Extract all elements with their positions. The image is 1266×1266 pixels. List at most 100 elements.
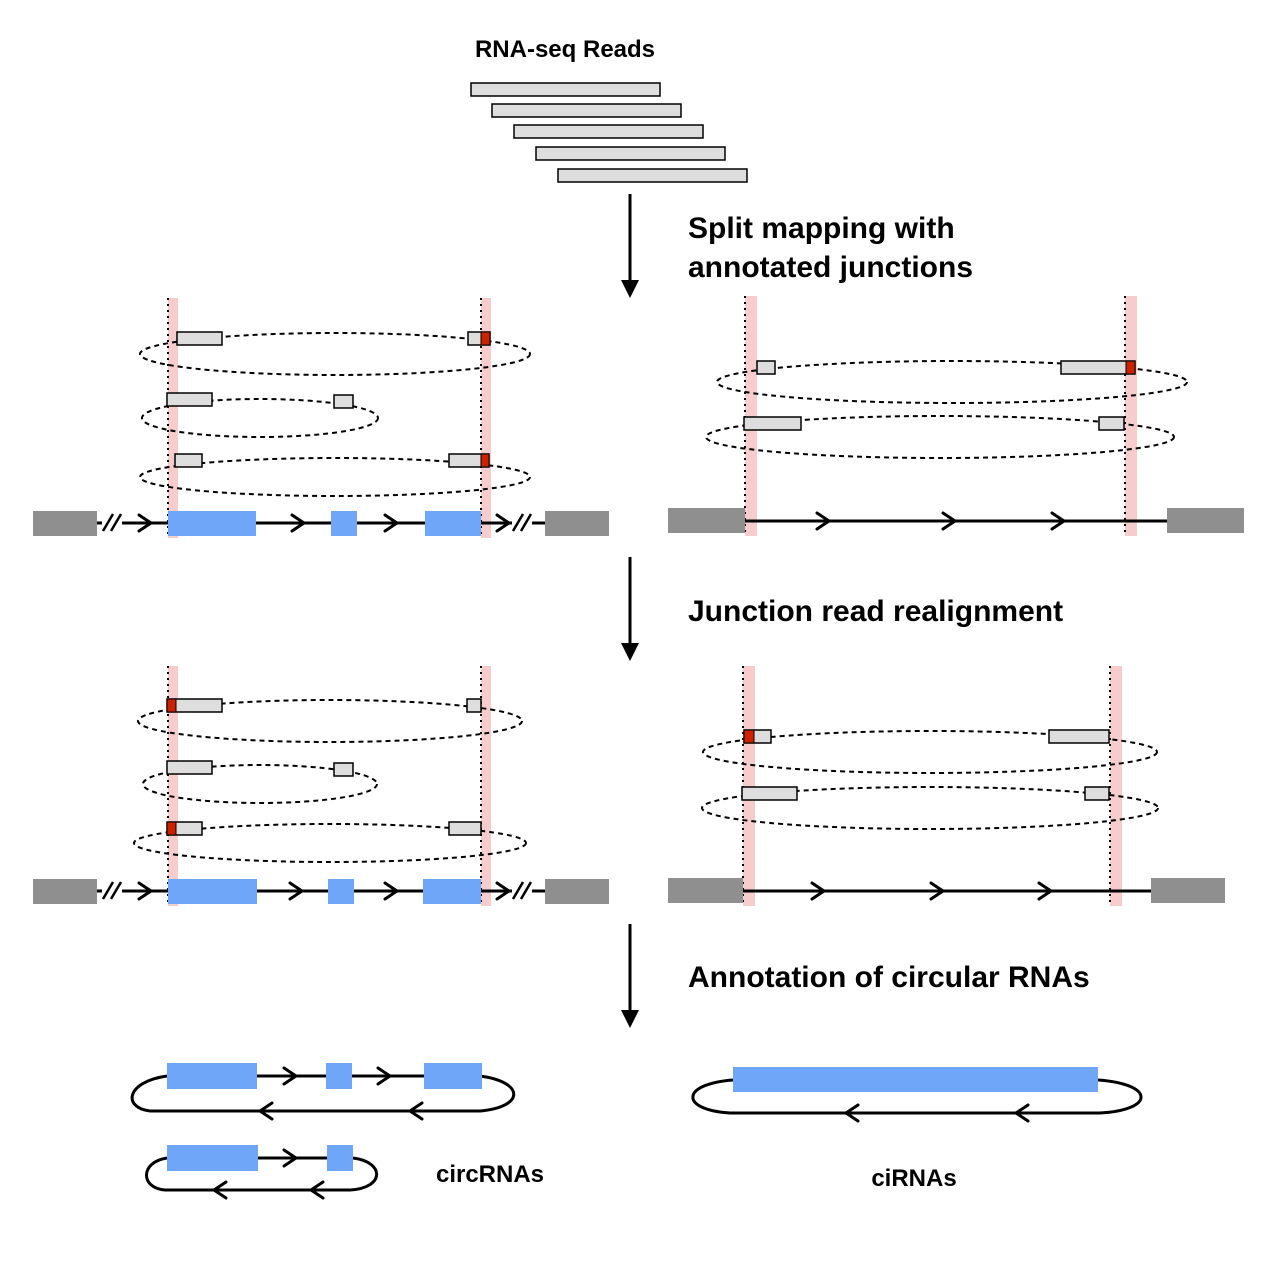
junction-band bbox=[168, 666, 178, 906]
strand-arrow-icon bbox=[137, 513, 153, 533]
read bbox=[491, 103, 682, 118]
strand-arrow-icon bbox=[282, 1148, 298, 1168]
rna-seq-read-stack bbox=[470, 82, 748, 183]
circle-backbone bbox=[145, 1156, 379, 1192]
circle-backbone bbox=[130, 1074, 515, 1113]
read-pair-link bbox=[702, 730, 1158, 774]
read bbox=[333, 394, 354, 409]
read-pair-link bbox=[701, 786, 1159, 830]
read bbox=[535, 146, 726, 161]
exon bbox=[423, 879, 481, 904]
split-mapping-intronic-panel bbox=[668, 296, 1244, 536]
flanking-exon bbox=[545, 879, 609, 904]
read bbox=[743, 416, 802, 431]
read-pair-link bbox=[716, 360, 1188, 404]
realigned-read-tip bbox=[166, 821, 177, 836]
axis-break-icon bbox=[519, 513, 533, 532]
unmapped-read-tail bbox=[480, 453, 490, 468]
read-pair-link bbox=[133, 823, 527, 863]
strand-arrow-icon bbox=[290, 513, 306, 533]
strand-arrow-icon bbox=[495, 881, 511, 901]
axis-break-icon bbox=[511, 513, 525, 532]
realignment-intronic-panel bbox=[668, 666, 1225, 906]
step1-label-line1: Split mapping with bbox=[688, 212, 955, 245]
realigned-read-tip bbox=[166, 698, 177, 713]
unmapped-read-tail bbox=[1125, 360, 1136, 375]
intron-lariat-body bbox=[733, 1067, 1098, 1092]
read-pair-link bbox=[139, 457, 531, 497]
realignment-exonic-panel bbox=[33, 666, 609, 906]
axis-break-icon bbox=[101, 881, 115, 900]
junction-band bbox=[168, 298, 178, 538]
junction-band bbox=[743, 666, 755, 906]
step-arrow-2 bbox=[621, 557, 639, 661]
read bbox=[176, 331, 223, 346]
axis-break-gap bbox=[512, 512, 532, 534]
exon bbox=[168, 879, 257, 904]
realigned-read-tip bbox=[743, 729, 755, 744]
strand-arrow-icon bbox=[282, 1066, 298, 1086]
circrnas-label: circRNAs bbox=[436, 1161, 544, 1188]
axis-break-gap bbox=[102, 880, 122, 902]
strand-arrow-icon bbox=[941, 511, 957, 531]
read bbox=[741, 786, 798, 801]
axis-break-icon bbox=[109, 881, 123, 900]
read bbox=[333, 762, 354, 777]
strand-arrow-icon bbox=[1050, 511, 1066, 531]
read bbox=[1098, 416, 1125, 431]
junction-band bbox=[1110, 666, 1122, 906]
strand-arrow-icon bbox=[376, 1066, 392, 1086]
circrna-two-exon bbox=[145, 1145, 379, 1200]
strand-arrow-icon bbox=[495, 513, 511, 533]
read bbox=[470, 82, 661, 97]
junction-band bbox=[481, 298, 491, 538]
strand-arrow-icon bbox=[309, 1180, 325, 1200]
exon bbox=[167, 1145, 258, 1171]
strand-arrow-icon bbox=[383, 881, 399, 901]
flanking-exon bbox=[668, 508, 745, 533]
unmapped-read-tail bbox=[480, 331, 491, 346]
exon bbox=[327, 1145, 353, 1171]
strand-arrow-icon bbox=[383, 513, 399, 533]
step2-label: Junction read realignment bbox=[688, 595, 1063, 628]
strand-arrow-icon bbox=[137, 881, 153, 901]
circrna-three-exon bbox=[130, 1063, 515, 1121]
step-arrow-3 bbox=[621, 924, 639, 1028]
strand-arrow-icon bbox=[408, 1101, 424, 1121]
read bbox=[1084, 786, 1110, 801]
strand-arrow-icon bbox=[288, 881, 304, 901]
read bbox=[756, 360, 776, 375]
flanking-exon bbox=[1151, 878, 1225, 903]
flanking-exon bbox=[545, 511, 609, 536]
flanking-exon bbox=[668, 878, 743, 903]
step1-label-line2: annotated junctions bbox=[688, 251, 973, 284]
read-pair-link bbox=[705, 415, 1175, 459]
junction-band bbox=[745, 296, 757, 536]
axis-break-icon bbox=[511, 881, 525, 900]
read bbox=[166, 760, 213, 775]
axis-break-icon bbox=[519, 881, 533, 900]
exon bbox=[328, 879, 354, 904]
junction-band bbox=[481, 666, 491, 906]
step3-label: Annotation of circular RNAs bbox=[688, 961, 1090, 994]
step-arrow-1 bbox=[621, 194, 639, 298]
flanking-exon bbox=[33, 511, 97, 536]
read bbox=[557, 168, 748, 183]
read bbox=[1060, 360, 1136, 375]
axis-break-gap bbox=[512, 880, 532, 902]
split-mapping-exonic-panel bbox=[33, 298, 609, 538]
axis-break-icon bbox=[101, 513, 115, 532]
read bbox=[513, 124, 704, 139]
cirnas-label: ciRNAs bbox=[871, 1165, 956, 1192]
read bbox=[174, 453, 203, 468]
read bbox=[166, 392, 213, 407]
rna-seq-reads-label: RNA-seq Reads bbox=[475, 36, 655, 63]
read-pair-link bbox=[142, 764, 378, 804]
strand-arrow-icon bbox=[844, 1103, 860, 1123]
strand-arrow-icon bbox=[1014, 1103, 1030, 1123]
strand-arrow-icon bbox=[929, 881, 945, 901]
strand-arrow-icon bbox=[258, 1101, 274, 1121]
read bbox=[1048, 729, 1110, 744]
circle-backbone bbox=[691, 1078, 1143, 1115]
